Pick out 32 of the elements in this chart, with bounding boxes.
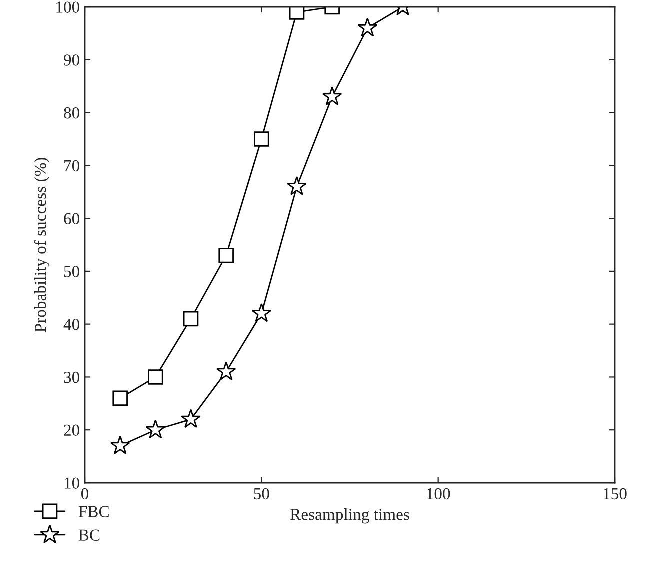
- point: [110, 436, 130, 455]
- y-tick-label: 10: [64, 478, 80, 489]
- y-tick-label: 60: [64, 213, 80, 224]
- point: [218, 248, 234, 264]
- x-tick-label: 0: [81, 488, 89, 500]
- point: [287, 176, 307, 196]
- y-tick-label: 90: [64, 54, 80, 66]
- point: [183, 311, 199, 327]
- point: [112, 390, 128, 406]
- point: [322, 86, 342, 106]
- y-axis-title: Probability of success (%): [34, 158, 50, 332]
- y-tick-label: 50: [64, 266, 80, 278]
- point: [181, 409, 201, 428]
- y-tick-label: 30: [64, 372, 80, 384]
- point: [252, 303, 272, 322]
- y-tick-label: 100: [56, 2, 80, 13]
- point: [148, 370, 164, 385]
- point: [146, 420, 166, 439]
- x-tick-label: 150: [604, 488, 627, 500]
- point: [254, 132, 270, 147]
- y-tick-label: 20: [64, 424, 80, 436]
- x-tick-label: 50: [254, 488, 270, 500]
- x-tick-label: 100: [427, 488, 450, 500]
- x-axis-title: Resampling times: [290, 508, 410, 524]
- point: [289, 7, 305, 20]
- point: [358, 18, 378, 37]
- y-tick-label: 70: [64, 160, 80, 172]
- legend-label: BC: [78, 530, 100, 541]
- y-tick-label: 80: [64, 107, 80, 119]
- point: [216, 362, 236, 380]
- y-tick-label: 40: [64, 319, 80, 330]
- legend-label: FBC: [78, 506, 109, 518]
